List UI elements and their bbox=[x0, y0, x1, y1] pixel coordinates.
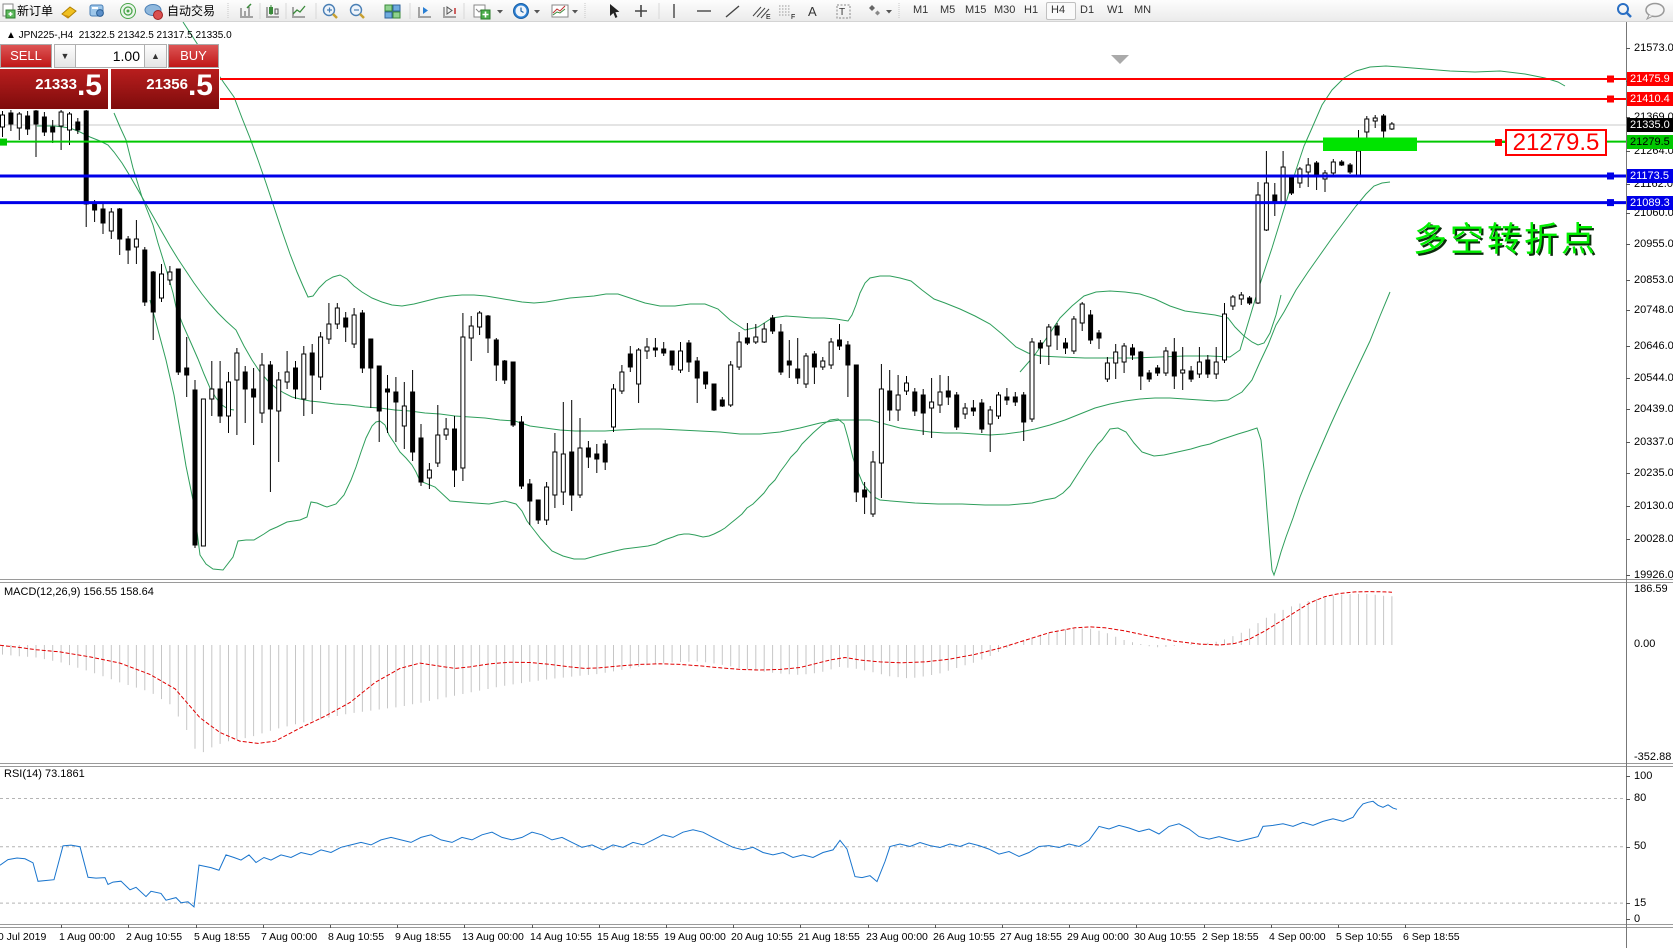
svg-text:E: E bbox=[766, 14, 771, 21]
svg-text:A: A bbox=[808, 4, 817, 19]
svg-text:F: F bbox=[791, 14, 795, 21]
svg-text:T: T bbox=[839, 7, 845, 18]
svg-text:新订单: 新订单 bbox=[17, 3, 53, 18]
svg-text:自动交易: 自动交易 bbox=[167, 3, 215, 18]
